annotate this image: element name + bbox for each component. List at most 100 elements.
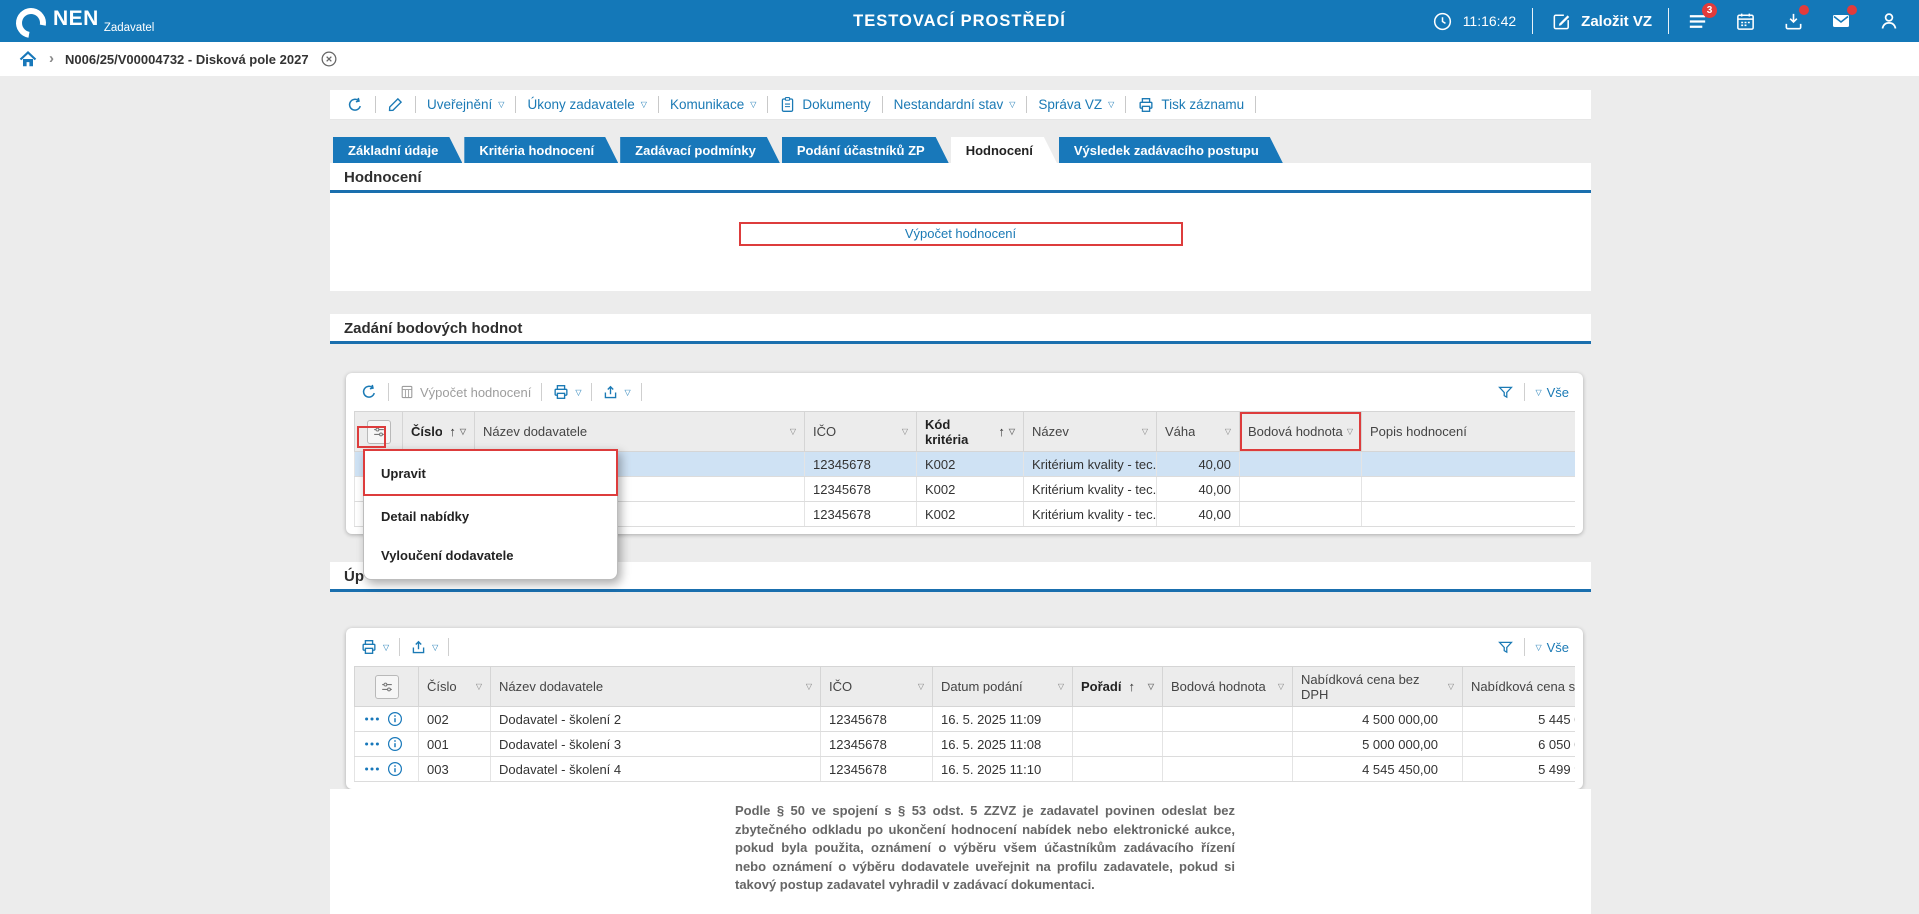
filter-caret-icon[interactable]: ▽ [1147, 682, 1154, 691]
col-cena-s-dph[interactable]: Nabídková cena s DPH [1462, 666, 1575, 707]
row-menu-button[interactable] [363, 715, 381, 723]
row-menu-button[interactable] [363, 740, 381, 748]
nen-logo[interactable]: NEN Zadavatel [10, 1, 154, 44]
menu-badge: 3 [1702, 3, 1717, 18]
edit-square-icon [1549, 9, 1573, 33]
column-config-icon [374, 674, 399, 699]
info-icon[interactable] [387, 711, 403, 727]
col-cena-bez-dph[interactable]: Nabídková cena bez DPH ▽ [1292, 666, 1463, 707]
close-tab-icon[interactable] [320, 50, 338, 68]
main-menu-button[interactable]: 3 [1685, 3, 1717, 33]
chevron-down-icon: ▽ [575, 387, 582, 397]
col-bodova-hodnota[interactable]: Bodová hodnota ▽ [1239, 411, 1362, 452]
grid-icon [401, 385, 413, 399]
tab-hodnoceni[interactable]: Hodnocení [951, 137, 1057, 163]
col-bodova-hodnota[interactable]: Bodová hodnota ▽ [1162, 666, 1293, 707]
menu-item-detail-nabidky[interactable]: Detail nabídky [381, 509, 470, 524]
funnel-icon [1498, 641, 1514, 653]
user-profile-button[interactable] [1877, 9, 1901, 33]
menu-ukony-zadavatele[interactable]: Úkony zadavatele ▽ [527, 97, 647, 112]
print-button[interactable]: ▽ [360, 638, 389, 656]
tab-podani-ucastniku[interactable]: Podání účastníků ZP [782, 137, 949, 163]
filter-caret-icon[interactable]: ▽ [789, 427, 796, 436]
col-nazev[interactable]: Název ▽ [1023, 411, 1157, 452]
show-all-button[interactable]: ▽ Vše [1535, 639, 1569, 655]
info-icon[interactable] [387, 736, 403, 752]
points-table-toolbar: Výpočet hodnocení ▽ ▽ ▽ Vše [346, 373, 1583, 411]
col-cislo[interactable]: Číslo ▽ [418, 666, 491, 707]
filter-caret-icon[interactable]: ▽ [917, 682, 924, 691]
col-ico[interactable]: IČO ▽ [820, 666, 933, 707]
divider [591, 383, 593, 401]
filter-caret-icon[interactable]: ▽ [1057, 682, 1064, 691]
menu-item-upravit[interactable]: Upravit [381, 466, 426, 481]
menu-dokumenty[interactable]: Dokumenty [779, 96, 871, 113]
print-record-button[interactable]: Tisk záznamu [1137, 96, 1244, 114]
divider [1524, 383, 1526, 401]
show-all-button[interactable]: ▽ Vše [1535, 384, 1569, 400]
filter-caret-icon[interactable]: ▽ [475, 682, 482, 691]
column-config-icon [366, 419, 391, 444]
col-kod-kriteria[interactable]: Kód kritéria ↑ ▽ [916, 411, 1024, 452]
filter-caret-icon[interactable]: ▽ [1141, 427, 1148, 436]
tab-vysledek[interactable]: Výsledek zadávacího postupu [1059, 137, 1283, 163]
filter-caret-icon[interactable]: ▽ [1224, 427, 1231, 436]
print-button[interactable]: ▽ [552, 383, 581, 401]
messages-button[interactable] [1829, 5, 1857, 33]
tab-kriteria-hodnoceni[interactable]: Kritéria hodnocení [464, 137, 618, 163]
row-menu-button[interactable] [363, 765, 381, 773]
filter-button[interactable] [1497, 639, 1514, 656]
col-datum-podani[interactable]: Datum podání ▽ [932, 666, 1073, 707]
col-nazev-dodavatele[interactable]: Název dodavatele ▽ [474, 411, 805, 452]
info-icon[interactable] [387, 761, 403, 777]
col-nazev-dodavatele[interactable]: Název dodavatele ▽ [490, 666, 821, 707]
filter-caret-icon[interactable]: ▽ [1008, 427, 1015, 436]
home-icon[interactable] [18, 49, 38, 69]
col-ico[interactable]: IČO ▽ [804, 411, 917, 452]
filter-caret-icon[interactable]: ▽ [459, 427, 466, 436]
divider [375, 96, 376, 113]
col-popis-hodnoceni[interactable]: Popis hodnocení [1361, 411, 1575, 452]
filter-caret-icon[interactable]: ▽ [1346, 427, 1353, 436]
chevron-down-icon: ▽ [1108, 100, 1115, 109]
messages-alert-dot [1847, 5, 1857, 15]
clock-icon [1431, 9, 1455, 33]
export-icon [605, 385, 617, 398]
calc-hodnoceni-button-disabled[interactable]: Výpočet hodnocení [399, 384, 531, 400]
table-row[interactable]: 003 Dodavatel - školení 4 12345678 16. 5… [354, 756, 1575, 782]
filter-button[interactable] [1497, 384, 1514, 401]
divider [657, 96, 659, 113]
create-vz-button[interactable]: Založit VZ [1549, 9, 1652, 33]
refresh-button[interactable] [360, 383, 378, 401]
table-row[interactable]: 002 Dodavatel - školení 2 12345678 16. 5… [354, 706, 1575, 732]
menu-uverejneni[interactable]: Uveřejnění ▽ [427, 97, 505, 112]
edit-button[interactable] [387, 96, 404, 113]
downloads-button[interactable] [1781, 5, 1809, 33]
section-title-zadani-bodovych-hodnot: Zadání bodových hodnot [330, 314, 1591, 344]
refresh-button[interactable] [346, 96, 364, 114]
col-poradi[interactable]: Pořadí ↑ ▽ [1072, 666, 1163, 707]
tab-zakladni-udaje[interactable]: Základní údaje [333, 137, 462, 163]
calendar-button[interactable] [1733, 9, 1757, 33]
filter-caret-icon[interactable]: ▽ [1277, 682, 1284, 691]
filter-caret-icon[interactable]: ▽ [805, 682, 812, 691]
column-settings-button[interactable] [354, 411, 403, 452]
col-vaha[interactable]: Váha ▽ [1156, 411, 1240, 452]
tab-zadavaci-podminky[interactable]: Zadávací podmínky [620, 137, 780, 163]
filter-caret-icon[interactable]: ▽ [901, 427, 908, 436]
table-row[interactable]: 12345678 K002 Kritérium kvality - tec...… [354, 501, 1575, 527]
divider [415, 96, 416, 113]
menu-sprava-vz[interactable]: Správa VZ ▽ [1038, 97, 1115, 112]
export-button[interactable]: ▽ [602, 384, 631, 401]
divider [388, 383, 389, 401]
breadcrumb-item[interactable]: N006/25/V00004732 - Disková pole 2027 [65, 51, 309, 67]
col-cislo[interactable]: Číslo ↑ ▽ [402, 411, 475, 452]
menu-item-vylouceni-dodavatele[interactable]: Vyloučení dodavatele [381, 548, 514, 563]
menu-nestandardni-stav[interactable]: Nestandardní stav ▽ [893, 97, 1016, 112]
export-button[interactable]: ▽ [410, 639, 438, 656]
vypocet-hodnoceni-button[interactable]: Výpočet hodnocení [738, 222, 1183, 246]
table-row[interactable]: 001 Dodavatel - školení 3 12345678 16. 5… [354, 731, 1575, 757]
filter-caret-icon[interactable]: ▽ [1447, 682, 1454, 691]
menu-komunikace[interactable]: Komunikace ▽ [669, 97, 757, 112]
column-settings-button[interactable] [354, 666, 419, 707]
